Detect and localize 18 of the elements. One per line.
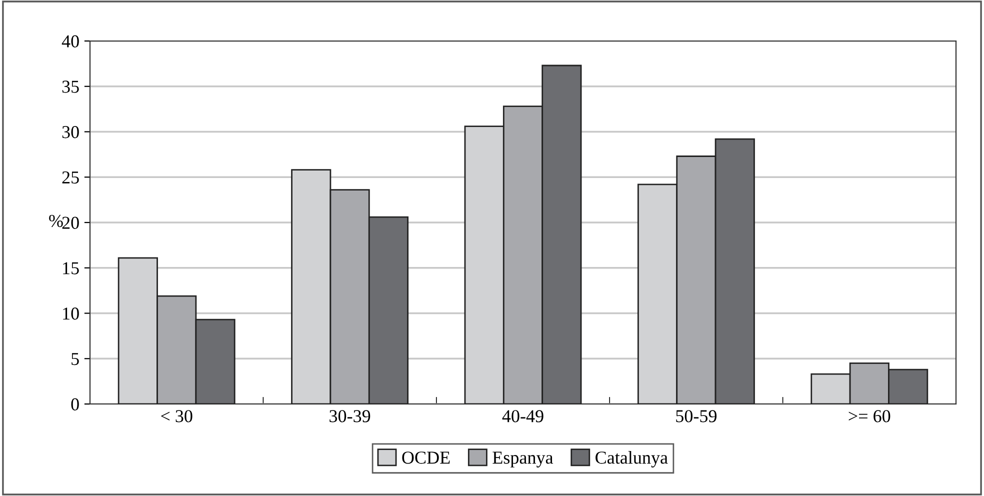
x-tick-label: 30-39 [330, 410, 370, 422]
x-tick-label: 40-49 [502, 410, 544, 422]
legend-label: OCDE [402, 452, 450, 464]
x-tick-label: >= 60 [848, 410, 890, 422]
legend-label: Espanya [492, 452, 554, 468]
y-tick-label: 20 [62, 216, 79, 229]
y-tick-label: 25 [62, 171, 79, 184]
y-tick-label: 35 [62, 80, 79, 93]
x-tick-label: 50-59 [676, 410, 717, 422]
y-tick-label: 10 [63, 308, 79, 320]
legend-label: Catalunya [596, 451, 668, 468]
y-tick-label: 40 [62, 35, 79, 48]
y-tick-label: 5 [72, 353, 79, 366]
x-tick-label: < 30 [161, 410, 192, 422]
y-tick-label: 0 [71, 398, 79, 410]
y-tick-label: 30 [62, 126, 79, 138]
y-axis-title: % [49, 214, 63, 228]
y-tick-label: 15 [63, 262, 79, 274]
